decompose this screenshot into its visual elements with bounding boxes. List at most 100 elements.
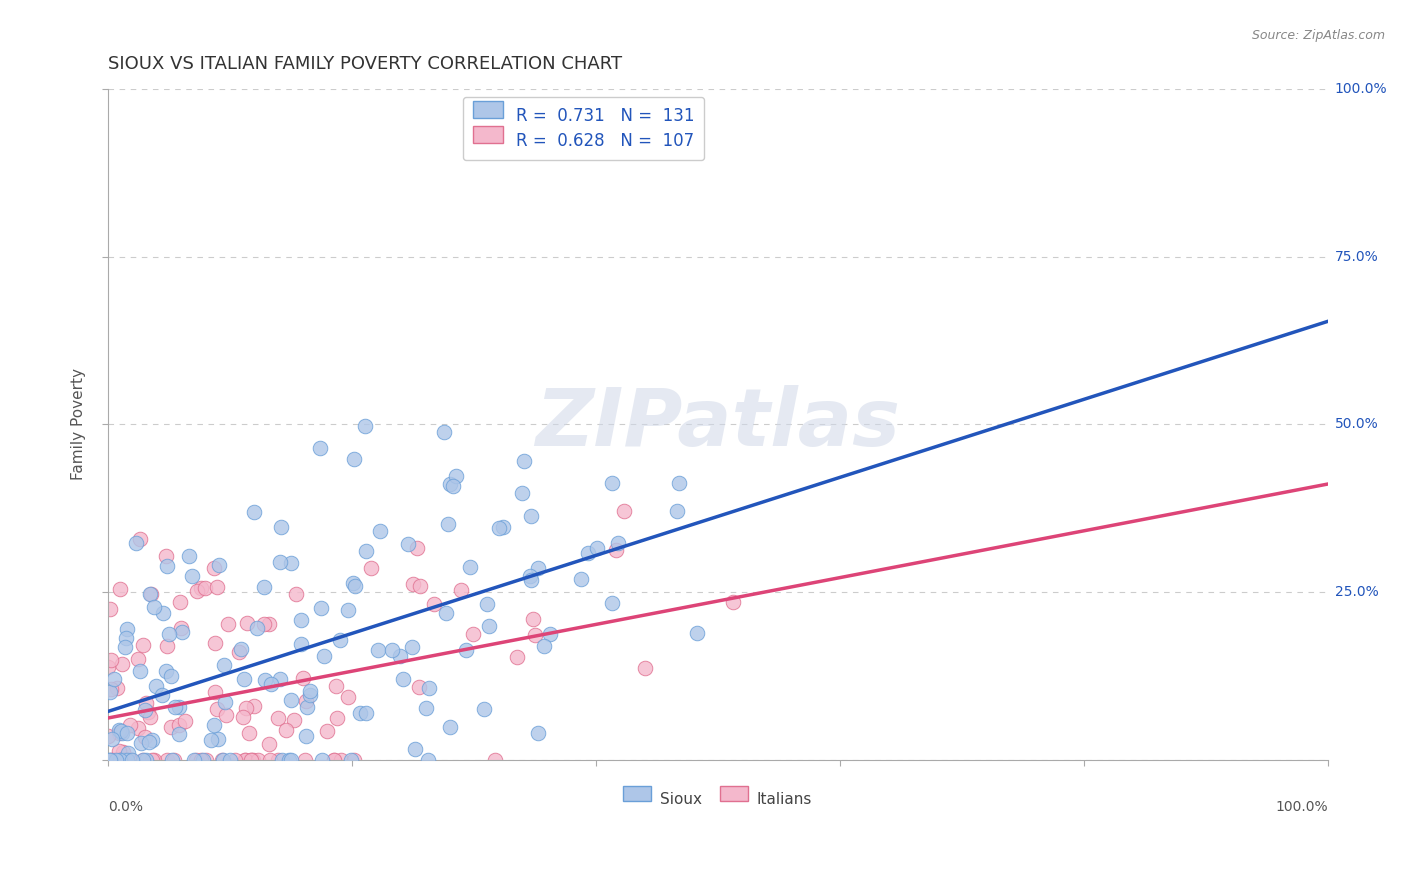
- Point: [253, 617, 276, 632]
- Point: [309, 442, 332, 456]
- Point: [585, 541, 607, 555]
- Point: [283, 713, 305, 727]
- Point: [214, 695, 236, 709]
- Point: [156, 753, 179, 767]
- Point: [329, 633, 352, 648]
- Point: [613, 504, 636, 518]
- Point: [323, 753, 346, 767]
- Point: [415, 701, 437, 715]
- Text: Source: ZipAtlas.com: Source: ZipAtlas.com: [1251, 29, 1385, 42]
- Point: [270, 519, 292, 533]
- Point: [150, 688, 173, 702]
- Point: [184, 753, 207, 767]
- Point: [207, 702, 229, 716]
- Point: [524, 627, 547, 641]
- Point: [236, 615, 259, 630]
- Point: [112, 753, 135, 767]
- Point: [278, 753, 301, 767]
- Point: [156, 639, 179, 653]
- Point: [396, 537, 419, 551]
- Point: [354, 544, 377, 558]
- Point: [519, 569, 541, 583]
- Point: [174, 714, 197, 729]
- Point: [194, 753, 217, 767]
- Point: [129, 736, 152, 750]
- Text: SIOUX VS ITALIAN FAMILY POVERTY CORRELATION CHART: SIOUX VS ITALIAN FAMILY POVERTY CORRELAT…: [108, 55, 621, 73]
- Point: [402, 577, 425, 591]
- Point: [668, 476, 690, 491]
- Point: [280, 692, 302, 706]
- Point: [343, 579, 366, 593]
- Point: [186, 583, 208, 598]
- Point: [111, 726, 134, 740]
- Point: [326, 711, 349, 725]
- Point: [141, 587, 163, 601]
- Point: [450, 583, 472, 598]
- Point: [127, 721, 149, 735]
- Point: [117, 746, 139, 760]
- Point: [322, 753, 344, 767]
- Point: [212, 658, 235, 673]
- Point: [100, 681, 122, 696]
- Point: [107, 744, 129, 758]
- Point: [115, 725, 138, 739]
- Point: [392, 673, 415, 687]
- Point: [115, 631, 138, 645]
- Point: [360, 560, 382, 574]
- Point: [202, 717, 225, 731]
- Point: [167, 699, 190, 714]
- Point: [484, 753, 506, 767]
- Y-axis label: Family Poverty: Family Poverty: [72, 368, 86, 481]
- Point: [329, 753, 352, 767]
- Point: [243, 505, 266, 519]
- Point: [207, 732, 229, 747]
- Point: [240, 753, 263, 767]
- Point: [193, 753, 215, 767]
- Point: [132, 753, 155, 767]
- Point: [108, 753, 131, 767]
- Point: [349, 706, 371, 720]
- Point: [208, 558, 231, 573]
- Point: [98, 753, 121, 767]
- Point: [458, 559, 481, 574]
- Point: [160, 753, 183, 767]
- Point: [141, 753, 163, 767]
- Point: [526, 725, 548, 739]
- Text: 75.0%: 75.0%: [1334, 250, 1378, 263]
- Point: [120, 753, 142, 767]
- Point: [181, 568, 204, 582]
- Point: [405, 541, 427, 556]
- Point: [295, 729, 318, 743]
- Point: [527, 561, 550, 575]
- Point: [141, 732, 163, 747]
- Point: [522, 612, 544, 626]
- Point: [533, 639, 555, 653]
- Point: [506, 649, 529, 664]
- Point: [139, 710, 162, 724]
- Point: [183, 753, 205, 767]
- Point: [233, 753, 256, 767]
- Point: [136, 705, 159, 719]
- Point: [108, 753, 131, 767]
- Point: [115, 753, 138, 767]
- Point: [242, 753, 264, 767]
- Point: [295, 700, 318, 714]
- Point: [110, 723, 132, 738]
- Point: [354, 418, 377, 433]
- Point: [280, 753, 302, 767]
- Point: [439, 477, 461, 491]
- Point: [478, 619, 501, 633]
- Point: [121, 753, 143, 767]
- Point: [212, 753, 235, 767]
- Text: 25.0%: 25.0%: [1334, 585, 1378, 599]
- Point: [157, 627, 180, 641]
- Point: [291, 672, 314, 686]
- Point: [416, 753, 439, 767]
- Text: 0.0%: 0.0%: [108, 800, 143, 814]
- Point: [204, 561, 226, 575]
- Point: [127, 652, 149, 666]
- Point: [276, 723, 298, 737]
- Point: [633, 661, 655, 675]
- Point: [170, 624, 193, 639]
- Point: [247, 753, 270, 767]
